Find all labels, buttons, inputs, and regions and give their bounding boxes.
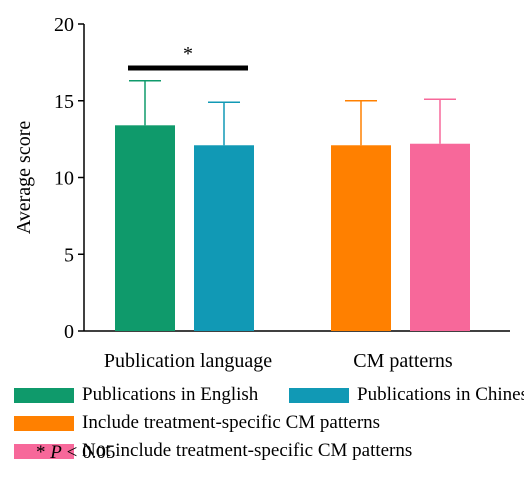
bar — [115, 125, 175, 331]
legend-swatch-not-include-cm — [14, 443, 74, 459]
bar — [331, 145, 391, 331]
significance-note: * P < 0.05 — [36, 442, 115, 464]
y-tick-label: 5 — [64, 244, 74, 266]
y-tick-label: 20 — [54, 14, 74, 36]
y-axis-label: Average score — [13, 121, 35, 235]
y-tick-label: 0 — [64, 321, 74, 343]
bar — [194, 145, 254, 331]
significance-star: * — [183, 43, 193, 65]
legend-label-not-include-cm: Not include treatment-specific CM patter… — [82, 440, 413, 461]
legend-label-include-cm: Include treatment-specific CM patterns — [82, 412, 381, 433]
legend-label-english: Publications in English — [82, 384, 259, 405]
legend-item-chinese: Publications in Chinese — [289, 384, 524, 406]
bar-chart: 0 5 10 15 20 Average score Publication languag… — [13, 14, 510, 372]
legend-swatch-chinese — [289, 387, 349, 403]
legend-swatch-english — [14, 387, 74, 403]
x-category-label: Publication language — [104, 350, 272, 372]
note-star: * — [36, 442, 46, 463]
legend-item-not-include-cm: Not include treatment-specific CM patter… — [14, 440, 412, 462]
y-tick-label: 10 — [54, 168, 74, 190]
legend-label-chinese: Publications in Chinese — [357, 384, 524, 405]
legend-swatch-include-cm — [14, 415, 74, 431]
legend-item-include-cm: Include treatment-specific CM patterns — [14, 412, 380, 434]
bar — [410, 143, 470, 331]
legend: Publications in English Publications in … — [0, 380, 524, 485]
note-p: P — [50, 442, 62, 463]
y-tick-label: 15 — [54, 91, 74, 113]
x-category-label: CM patterns — [353, 350, 453, 372]
note-threshold: < 0.05 — [66, 442, 116, 463]
legend-item-english: Publications in English — [14, 384, 258, 406]
